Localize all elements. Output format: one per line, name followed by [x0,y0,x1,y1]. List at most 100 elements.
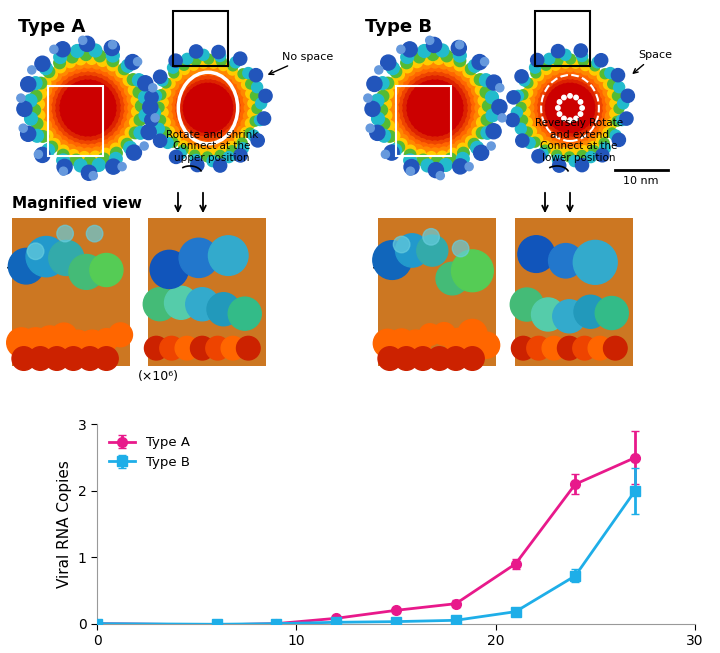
Circle shape [233,108,244,119]
Circle shape [100,144,112,156]
Circle shape [449,69,460,80]
Circle shape [418,154,429,166]
Circle shape [405,150,416,161]
Circle shape [620,112,633,125]
Circle shape [445,153,456,165]
Circle shape [215,150,225,161]
Circle shape [410,69,421,80]
Circle shape [395,108,407,119]
Circle shape [407,129,418,140]
Circle shape [531,97,541,108]
Circle shape [174,74,184,84]
Circle shape [426,144,437,156]
Circle shape [78,347,102,370]
Circle shape [580,130,591,140]
Circle shape [570,148,580,158]
Circle shape [404,72,416,84]
Circle shape [426,37,441,52]
Circle shape [101,148,112,159]
Circle shape [570,69,582,80]
Circle shape [373,241,412,279]
Bar [378,218,496,366]
Circle shape [365,101,380,116]
Circle shape [527,88,537,97]
Circle shape [418,143,429,155]
Circle shape [421,159,434,172]
Circle shape [161,118,170,127]
Circle shape [592,118,603,129]
Circle shape [57,69,68,80]
Circle shape [164,286,197,319]
Circle shape [600,117,611,127]
Circle shape [378,118,390,129]
Circle shape [608,118,617,129]
Circle shape [542,133,552,143]
Circle shape [168,103,179,114]
Circle shape [565,144,575,154]
Circle shape [89,44,102,57]
Circle shape [597,135,606,145]
Circle shape [603,110,612,120]
Circle shape [241,119,251,129]
Circle shape [35,88,46,99]
Circle shape [426,60,437,72]
Circle shape [65,57,76,68]
Circle shape [202,134,214,145]
Circle shape [191,70,202,81]
Circle shape [542,72,552,83]
Circle shape [606,95,616,105]
Circle shape [574,295,607,328]
Circle shape [549,244,583,278]
Circle shape [44,77,55,88]
Circle shape [158,97,168,107]
Circle shape [53,77,64,89]
Circle shape [227,123,238,134]
Circle shape [37,131,49,142]
Circle shape [94,143,105,155]
Circle shape [37,121,48,131]
Circle shape [180,129,192,140]
Circle shape [395,96,407,108]
Circle shape [104,40,120,56]
Circle shape [374,329,402,357]
Circle shape [401,330,431,360]
Circle shape [537,118,549,129]
Circle shape [454,49,467,62]
Circle shape [412,144,423,156]
Circle shape [191,336,214,360]
Circle shape [412,72,423,84]
Circle shape [122,59,134,72]
Circle shape [479,106,490,117]
Circle shape [419,324,441,345]
Circle shape [541,65,552,74]
Circle shape [391,77,402,88]
Circle shape [510,288,544,321]
Circle shape [464,108,475,119]
Circle shape [603,88,613,97]
Circle shape [162,103,171,113]
Circle shape [577,50,588,61]
Circle shape [580,106,585,110]
Circle shape [398,74,410,86]
Circle shape [436,64,448,76]
Circle shape [570,136,582,148]
Circle shape [215,50,225,61]
Circle shape [429,148,441,159]
Circle shape [595,97,606,108]
Circle shape [557,100,562,104]
Circle shape [92,159,105,171]
Circle shape [248,108,258,119]
Circle shape [134,114,146,125]
Circle shape [208,72,219,83]
Circle shape [404,64,415,76]
Circle shape [594,132,604,142]
Circle shape [578,112,582,116]
Circle shape [86,54,97,65]
Circle shape [582,72,593,84]
Circle shape [180,133,190,143]
Circle shape [552,155,564,165]
Circle shape [423,229,439,245]
Circle shape [542,137,552,147]
Circle shape [397,114,408,125]
Circle shape [475,102,487,114]
